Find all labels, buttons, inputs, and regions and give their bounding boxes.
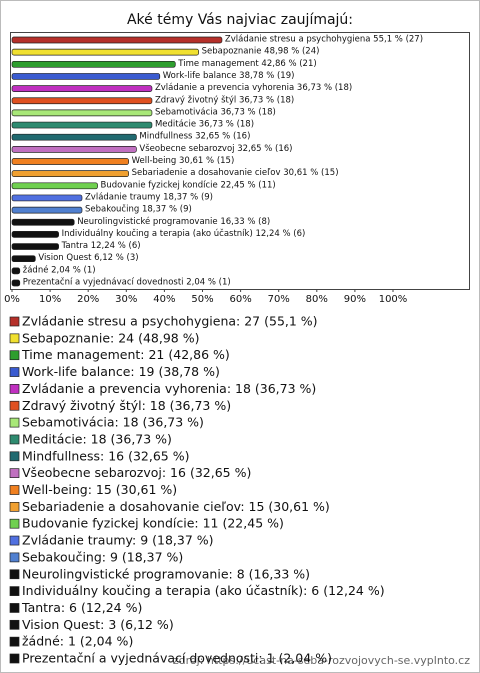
bar <box>11 206 83 214</box>
bar-label: Zvládanie traumy 18,37 % (9) <box>85 192 213 202</box>
bar <box>11 121 153 129</box>
bar-label: Neurolingvistické programovanie 16,33 % … <box>77 216 270 227</box>
legend-label: Sebariadenie a dosahovanie cieľov: 15 (3… <box>22 499 330 514</box>
legend-label: Zvládanie a prevencia vyhorenia: 18 (36,… <box>22 381 316 396</box>
legend-label: Všeobecne sebarozvoj: 16 (32,65 %) <box>22 465 251 480</box>
bar-label: Sebariadenie a dosahovanie cieľov 30,61 … <box>132 168 339 178</box>
legend-label: Individuálny koučing a terapia (ako účas… <box>22 583 385 598</box>
legend-label: Vision Quest: 3 (6,12 %) <box>22 617 174 632</box>
x-tick-label: 90% <box>344 294 366 305</box>
x-tick-label: 40% <box>153 294 175 305</box>
bar-label: Sebapoznanie 48,98 % (24) <box>202 47 320 57</box>
legend-swatch <box>9 552 20 563</box>
bar-label: Sebakoučing 18,37 % (9) <box>85 204 192 215</box>
x-tick-label: 60% <box>229 294 251 305</box>
source: zdroj: https://ucast-na-seba-rozvojovych… <box>173 654 470 667</box>
bar-label: Zdravý životný štýl 36,73 % (18) <box>155 94 294 105</box>
legend-label: žádné: 1 (2,04 %) <box>22 634 133 649</box>
legend-swatch <box>9 535 20 546</box>
bar <box>11 133 137 141</box>
bar <box>11 146 137 153</box>
legend-label: Sebapoznanie: 24 (48,98 %) <box>22 330 199 345</box>
legend-label: Zvládanie traumy: 9 (18,37 %) <box>22 533 214 548</box>
x-tick-label: 100% <box>379 294 408 305</box>
legend-label: Work-life balance: 19 (38,78 %) <box>22 364 220 379</box>
legend-swatch <box>9 636 20 647</box>
legend-swatch <box>9 468 20 478</box>
bar-label: Zvládanie a prevencia vyhorenia 36,73 % … <box>155 83 352 93</box>
x-tick-label: 30% <box>115 294 137 305</box>
legend-swatch <box>9 367 20 377</box>
legend-swatch <box>9 333 20 344</box>
legend-swatch <box>9 316 20 327</box>
legend-label: Well-being: 15 (30,61 %) <box>22 482 177 497</box>
bar-label: Prezentační a vyjednávací dovednosti 2,0… <box>23 277 231 288</box>
legend-swatch <box>9 350 20 361</box>
legend-swatch <box>9 603 20 613</box>
bar-label: Všeobecne sebarozvoj 32,65 % (16) <box>139 143 292 154</box>
x-tick-label: 20% <box>77 294 99 305</box>
legend-label: Meditácie: 18 (36,73 %) <box>22 431 172 446</box>
bar-label: Mindfullness 32,65 % (16) <box>139 132 250 142</box>
bar <box>11 267 21 275</box>
legend-swatch <box>9 417 20 428</box>
bar <box>11 231 59 238</box>
x-tick-label: 50% <box>191 294 213 305</box>
bar-label: Sebamotivácia 36,73 % (18) <box>155 107 276 117</box>
legend-swatch <box>9 384 20 394</box>
legend-swatch <box>9 653 20 664</box>
legend-swatch <box>9 586 20 596</box>
bar <box>11 170 129 177</box>
bar <box>11 73 161 80</box>
bar <box>11 243 59 250</box>
bar-label: Zvládanie stresu a psychohygiena 55,1 % … <box>225 35 423 45</box>
bar-label: žádné 2,04 % (1) <box>23 264 96 275</box>
bar-label: Budovanie fyzickej kondície 22,45 % (11) <box>101 180 276 190</box>
bar <box>11 97 153 105</box>
legend-swatch <box>9 434 20 445</box>
legend-label: Time management: 21 (42,86 %) <box>21 347 230 362</box>
legend-label: Zvládanie stresu a psychohygiena: 27 (55… <box>22 314 318 329</box>
bar <box>11 279 21 287</box>
x-tick-label: 70% <box>268 294 290 305</box>
legend-label: Budovanie fyzickej kondície: 11 (22,45 %… <box>22 516 284 531</box>
legend-label: Mindfullness: 16 (32,65 %) <box>22 448 189 463</box>
bar-label: Tantra 12,24 % (6) <box>61 241 141 251</box>
bar <box>11 60 176 68</box>
bar <box>11 48 199 56</box>
legend-swatch <box>9 485 20 495</box>
bar <box>11 158 129 165</box>
legend-label: Prezentační a vyjednávací dovednosti: 1 … <box>22 651 332 666</box>
bar <box>11 36 223 44</box>
bar <box>11 218 75 226</box>
legend-label: Sebamotivácia: 18 (36,73 %) <box>22 415 204 430</box>
x-tick-label: 0% <box>4 294 20 305</box>
bar <box>11 255 36 263</box>
bar <box>11 109 153 117</box>
bar-label: Vision Quest 6,12 % (3) <box>38 253 138 263</box>
legend-swatch <box>9 619 20 630</box>
bar-label: Time management 42,86 % (21) <box>177 59 316 69</box>
legend-swatch <box>9 400 20 411</box>
legend-swatch <box>9 569 20 580</box>
legend-swatch <box>9 518 20 529</box>
legend-label: Sebakoučing: 9 (18,37 %) <box>22 549 183 564</box>
chart-title: Aké témy Vás najviac zaujímajú: <box>127 12 353 28</box>
bar <box>11 182 98 190</box>
bar-label: Work-life balance 38,78 % (19) <box>163 71 295 81</box>
bar-label: Individuálny koučing a terapia (ako účas… <box>62 228 306 239</box>
x-tick-label: 10% <box>39 294 61 305</box>
x-tick-label: 80% <box>306 294 328 305</box>
bar <box>11 194 83 202</box>
legend-label: Zdravý životný štýl: 18 (36,73 %) <box>22 398 231 413</box>
bar-label: Meditácie 36,73 % (18) <box>155 120 254 130</box>
legend-swatch <box>9 451 20 462</box>
legend-label: Neurolingvistické programovanie: 8 (16,3… <box>22 566 310 581</box>
bar-label: Well-being 30,61 % (15) <box>132 156 235 166</box>
bar <box>11 85 153 92</box>
legend-label: Tantra: 6 (12,24 %) <box>21 600 142 615</box>
legend-swatch <box>9 502 20 512</box>
